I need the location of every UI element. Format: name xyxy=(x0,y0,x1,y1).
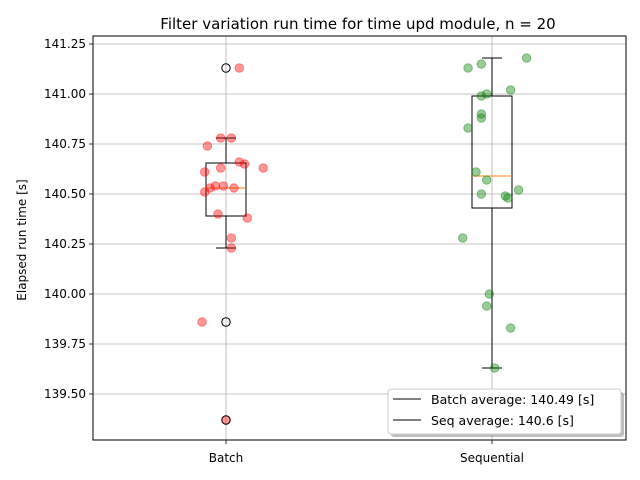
x-tick-label: Sequential xyxy=(460,451,524,465)
box-iqr xyxy=(471,95,513,209)
data-point xyxy=(258,163,269,173)
data-point xyxy=(476,109,487,119)
legend: Batch average: 140.49 [s] Seq average: 1… xyxy=(387,388,624,437)
data-point xyxy=(476,189,487,199)
y-tick-label: 140.00 xyxy=(44,287,86,301)
legend-entry-seq: Seq average: 140.6 [s] xyxy=(431,413,574,428)
legend-box xyxy=(387,388,622,435)
data-point xyxy=(481,175,492,185)
axis-ticks: 139.50 139.75 140.00 140.25 140.50 140.75 141.… xyxy=(44,37,524,465)
data-point xyxy=(481,301,492,311)
outlier-marker xyxy=(221,317,231,327)
data-point xyxy=(500,191,511,201)
data-point xyxy=(476,91,487,101)
data-point xyxy=(484,289,495,299)
data-point xyxy=(199,167,210,177)
y-tick-label: 141.25 xyxy=(44,37,86,51)
y-tick-label: 140.75 xyxy=(44,137,86,151)
data-point xyxy=(481,89,492,99)
data-point xyxy=(197,317,207,327)
data-point xyxy=(218,181,229,191)
x-tick-label: Batch xyxy=(209,451,244,465)
outlier-marker xyxy=(221,415,231,425)
y-tick-label: 140.50 xyxy=(44,187,86,201)
y-tick-label: 141.00 xyxy=(44,87,86,101)
data-point xyxy=(489,363,500,373)
data-point xyxy=(513,185,524,195)
outliers xyxy=(221,63,231,425)
data-point xyxy=(226,243,237,253)
data-point xyxy=(463,63,473,73)
y-tick-label: 140.25 xyxy=(44,237,86,251)
data-point xyxy=(213,209,223,219)
data-point xyxy=(505,85,516,95)
y-tick-label: 139.50 xyxy=(44,387,86,401)
data-point xyxy=(471,167,481,177)
data-point xyxy=(234,157,245,167)
data-point xyxy=(199,187,210,197)
data-point xyxy=(463,123,473,133)
legend-entry-batch: Batch average: 140.49 [s] xyxy=(431,392,594,407)
outlier-marker xyxy=(221,63,231,73)
data-point xyxy=(205,183,215,193)
data-point xyxy=(202,141,213,151)
data-point xyxy=(234,63,245,73)
plot-frame xyxy=(92,35,627,441)
chart-title: Filter variation run time for time upd m… xyxy=(160,15,555,33)
data-point xyxy=(521,53,532,63)
box-iqr xyxy=(205,162,247,217)
data-point xyxy=(476,59,487,69)
data-point xyxy=(242,213,253,223)
data-point xyxy=(226,233,237,243)
data-point xyxy=(239,159,250,169)
y-tick-label: 139.75 xyxy=(44,337,86,351)
data-point xyxy=(210,181,221,191)
data-point xyxy=(476,113,487,123)
data-point xyxy=(229,183,239,193)
data-point xyxy=(215,163,226,173)
boxes xyxy=(205,57,513,369)
data-point xyxy=(226,133,237,143)
y-axis-label: Elapsed run time [s] xyxy=(15,179,29,300)
data-point xyxy=(503,193,513,203)
data-point xyxy=(215,133,226,143)
data-point xyxy=(505,323,516,333)
data-point xyxy=(457,233,468,243)
data-points xyxy=(197,53,532,425)
